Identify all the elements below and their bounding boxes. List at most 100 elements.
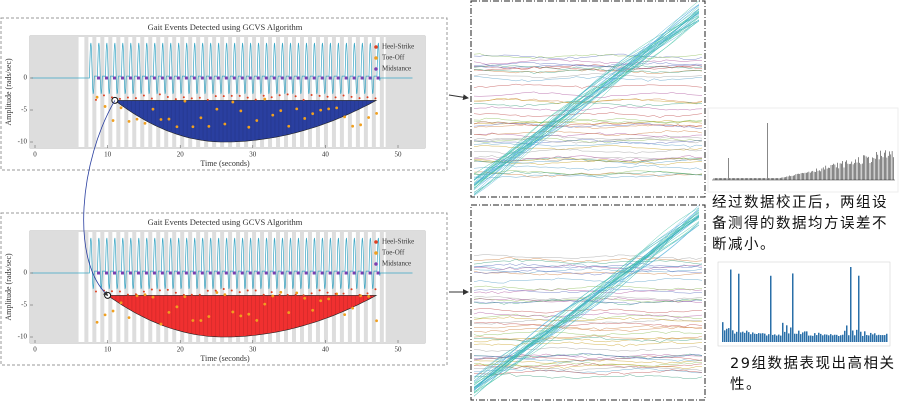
band	[339, 36, 344, 148]
heel-strike	[142, 94, 145, 97]
heel-strike	[318, 289, 321, 292]
mini-bar	[854, 335, 856, 342]
band	[292, 36, 296, 148]
band	[363, 36, 368, 148]
mini-bar	[848, 335, 850, 342]
toe-off	[191, 125, 195, 129]
signal	[31, 237, 413, 290]
trace	[473, 330, 703, 337]
toe-off	[271, 113, 275, 117]
mini-bar	[734, 333, 736, 342]
trace	[473, 64, 703, 70]
mini-bar	[746, 330, 748, 342]
y-axis-label: Amplitude (rads/sec)	[4, 253, 13, 321]
mini-bar	[748, 332, 750, 342]
band	[385, 231, 425, 343]
y-tick-label: 0	[24, 74, 28, 82]
heel-strike	[366, 96, 369, 99]
toe-off	[167, 311, 171, 314]
heel-strike	[326, 95, 329, 98]
mini-bar	[868, 335, 870, 342]
x-tick-label: 20	[177, 151, 185, 159]
trace	[473, 316, 703, 323]
band	[355, 231, 360, 343]
legend-label: Toe-Off	[382, 249, 405, 257]
band	[140, 231, 145, 343]
trace	[473, 288, 703, 295]
heel-strike	[246, 289, 249, 292]
trace	[473, 6, 700, 180]
legend-swatch	[374, 262, 378, 266]
heel-strike	[334, 292, 337, 295]
toe-off	[239, 109, 243, 113]
trace	[473, 73, 703, 79]
heel-strike	[270, 291, 273, 294]
heel-strike	[142, 290, 145, 293]
band	[323, 231, 328, 343]
heel-strike	[310, 94, 313, 97]
trace	[473, 262, 703, 269]
band	[315, 231, 320, 343]
band	[268, 36, 273, 148]
mini-bar	[730, 269, 732, 342]
toe-off	[143, 121, 147, 125]
midstance	[160, 76, 164, 80]
heel-strike	[334, 96, 337, 99]
heel-strike	[318, 94, 321, 97]
toe-off	[103, 313, 107, 317]
trace	[473, 212, 700, 389]
toe-off	[167, 117, 171, 121]
signal	[31, 42, 413, 95]
toe-off	[223, 293, 227, 297]
toe-off	[247, 125, 251, 129]
band	[252, 231, 257, 343]
legend-swatch	[374, 45, 378, 49]
band	[228, 36, 233, 148]
trace	[474, 353, 703, 360]
trace	[473, 211, 700, 382]
band	[307, 36, 312, 148]
legend-swatch	[374, 251, 378, 255]
legend-label: Midstance	[382, 260, 411, 268]
trace	[473, 258, 703, 265]
midstance	[192, 76, 196, 80]
legend-swatch	[374, 67, 378, 71]
toe-off	[95, 95, 99, 99]
midstance	[352, 271, 356, 275]
midstance	[288, 76, 292, 80]
heel-strike	[166, 95, 169, 98]
trace	[473, 311, 703, 319]
legend-label: Heel-Strike	[382, 43, 414, 51]
trace	[473, 285, 703, 291]
heel-strike	[206, 98, 209, 101]
band	[347, 36, 352, 148]
mini-bar	[768, 334, 770, 342]
midstance	[97, 76, 101, 80]
heel-strike	[206, 289, 209, 292]
mini-bar	[750, 334, 752, 342]
mini-bar	[880, 335, 882, 342]
heel-strike	[182, 293, 185, 296]
midstance	[336, 271, 340, 275]
mini-bar	[870, 332, 872, 342]
mini-bar	[788, 333, 790, 342]
midstance	[288, 271, 292, 275]
mini-bar	[832, 335, 834, 342]
toe-off	[183, 295, 187, 299]
midstance	[320, 76, 324, 80]
toe-off	[207, 124, 211, 128]
midstance	[224, 271, 228, 275]
band	[236, 231, 241, 343]
mini-bar	[780, 335, 782, 342]
toe-off	[183, 99, 187, 103]
heel-strike	[366, 292, 369, 295]
panel-frame	[0, 212, 448, 366]
toe-off	[103, 105, 107, 108]
heel-strike	[262, 94, 265, 97]
trace	[473, 120, 703, 126]
midstance	[216, 76, 220, 80]
mini-bar	[816, 335, 818, 342]
band	[363, 231, 368, 343]
mini-bar	[856, 329, 858, 342]
